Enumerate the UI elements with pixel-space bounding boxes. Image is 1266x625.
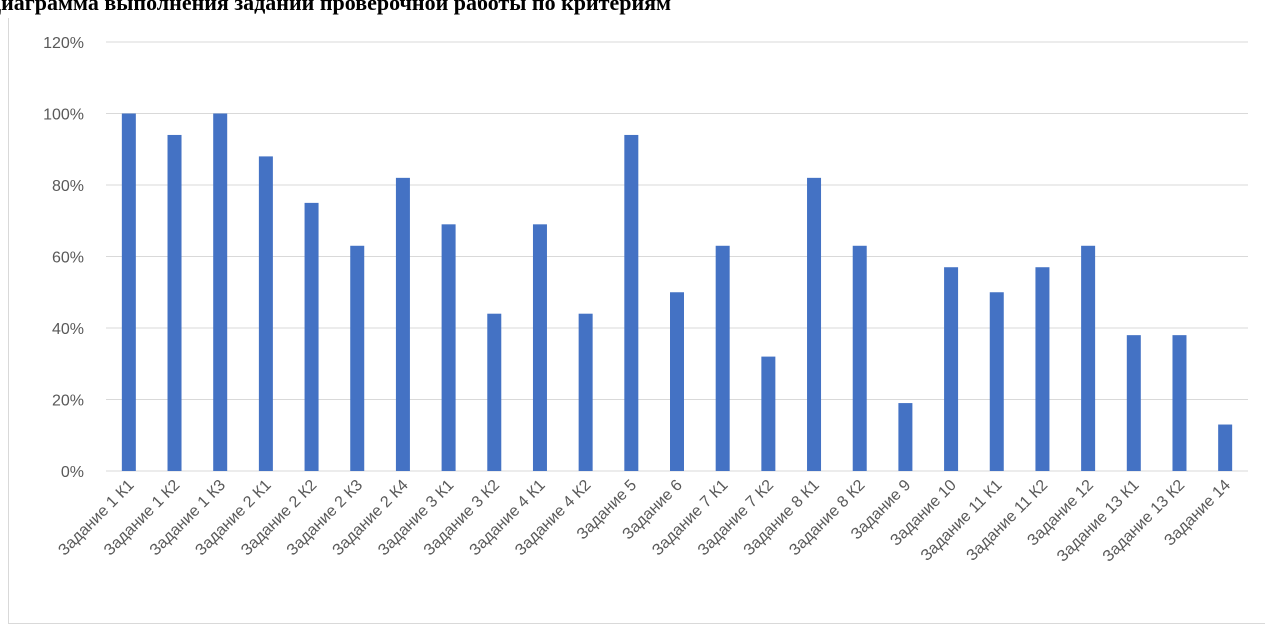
- bar: [1035, 267, 1050, 471]
- bar: [1218, 424, 1233, 471]
- chart-title: Диаграмма выполнения заданий проверочной…: [0, 0, 672, 15]
- bar: [167, 134, 182, 471]
- y-tick-label: 20%: [52, 393, 84, 410]
- x-tick-label: Задание 1 К1: [55, 477, 137, 559]
- y-axis-tick-labels: 0% 20% 40% 60% 80% 100% 120%: [43, 35, 84, 481]
- x-tick-label: Задание 13 К2: [1100, 477, 1189, 566]
- chart-frame: [8, 18, 1265, 624]
- bar: [898, 403, 913, 471]
- bars: [121, 113, 1233, 471]
- x-tick-label: Задание 11 К2: [963, 477, 1051, 565]
- x-tick-label: Задание 11 К1: [918, 477, 1006, 565]
- bar: [350, 245, 365, 471]
- bar: [487, 313, 502, 471]
- bar: [624, 134, 639, 471]
- bar: [121, 113, 136, 471]
- bar: [213, 113, 228, 471]
- bar: [807, 177, 822, 471]
- bar: [304, 202, 319, 471]
- bar: [1172, 335, 1187, 471]
- bar: [1126, 335, 1141, 471]
- x-tick-label: Задание 13 К1: [1054, 477, 1143, 566]
- y-tick-label: 80%: [52, 178, 84, 195]
- bar: [761, 356, 776, 471]
- y-tick-label: 40%: [52, 321, 84, 338]
- bar: [989, 292, 1004, 471]
- bar: [258, 156, 273, 471]
- y-tick-label: 60%: [52, 250, 84, 267]
- bar: [852, 245, 867, 471]
- bar: [670, 292, 684, 471]
- bar: [715, 245, 730, 471]
- bar: [441, 224, 456, 471]
- gridlines: [106, 41, 1248, 472]
- y-tick-label: 0%: [61, 464, 84, 481]
- y-tick-label: 100%: [43, 107, 84, 124]
- bar: [532, 224, 547, 471]
- y-tick-label: 120%: [43, 35, 84, 52]
- bar: [944, 267, 959, 471]
- bar: [1081, 245, 1096, 471]
- bar: [395, 177, 410, 471]
- bar: [578, 313, 593, 471]
